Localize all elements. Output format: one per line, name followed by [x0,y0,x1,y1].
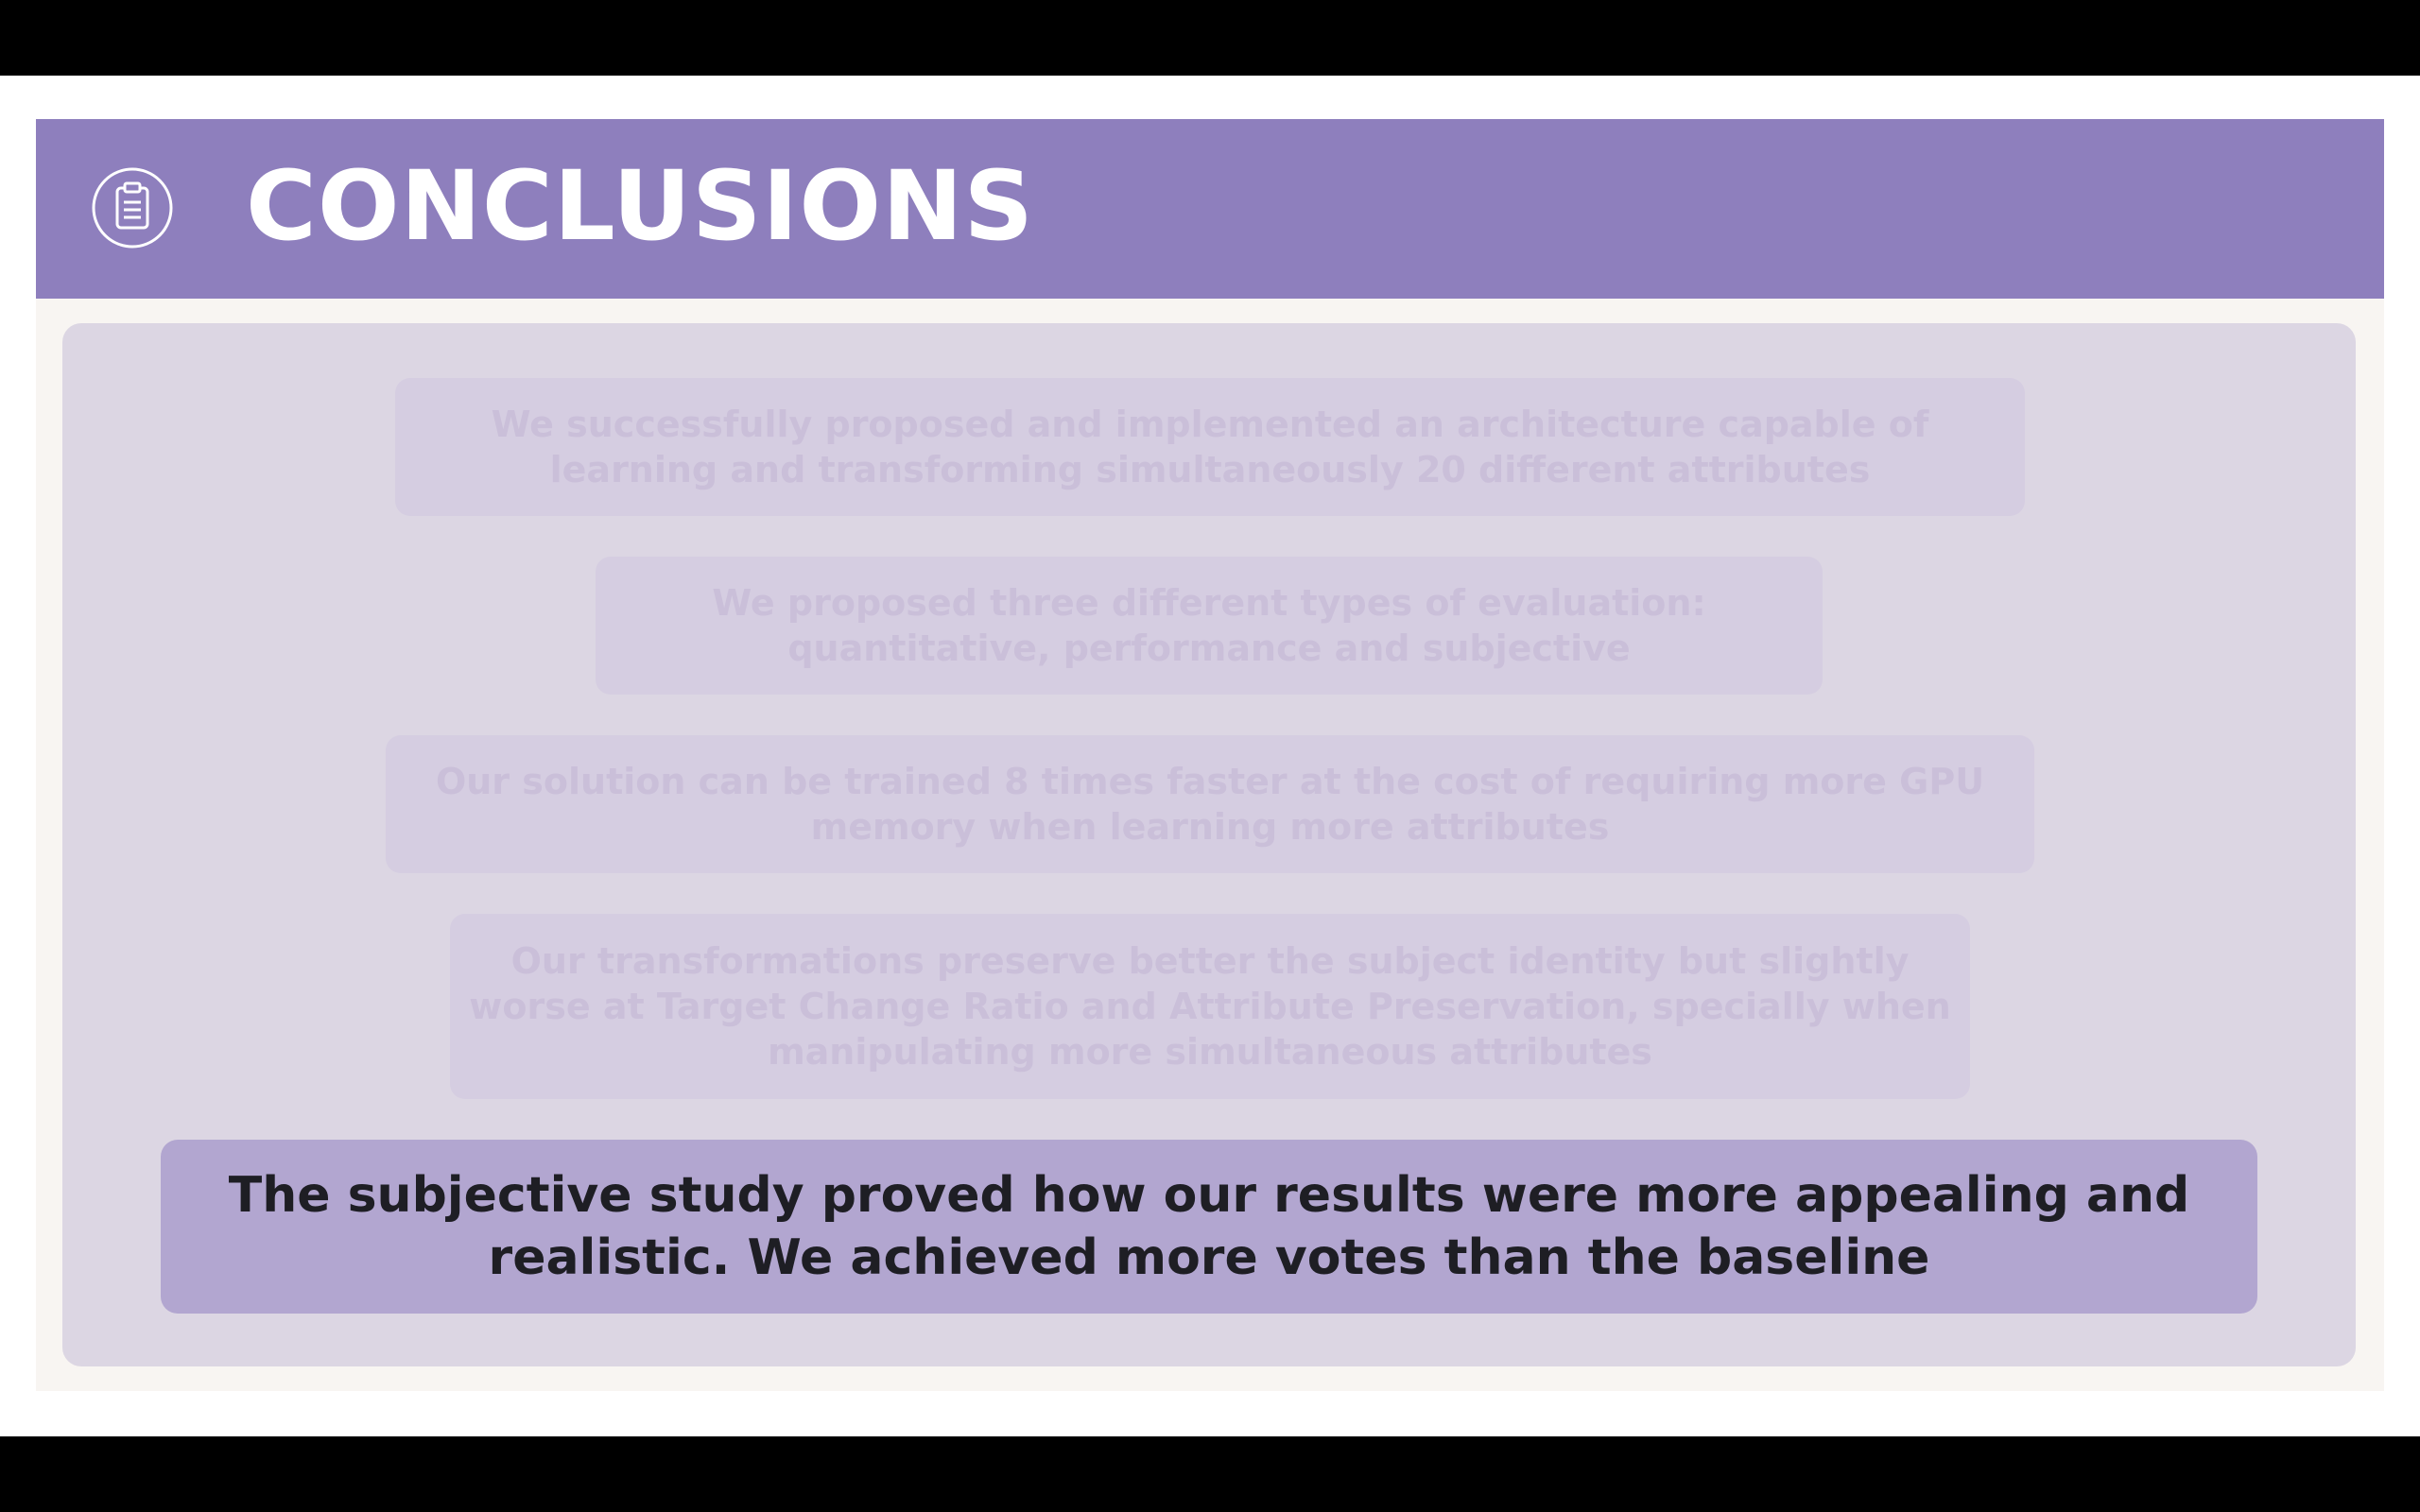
letterbox-top [0,0,2420,76]
highlighted-conclusion: The subjective study proved how our resu… [161,1140,2257,1314]
conclusion-point-4: Our transformations preserve better the … [450,914,1970,1099]
slide-title: CONCLUSIONS [246,150,1034,263]
presentation-slide: CONCLUSIONS We successfully proposed and… [0,76,2420,1436]
conclusion-point-2: We proposed three different types of eva… [596,557,1823,695]
slide-body: CONCLUSIONS We successfully proposed and… [36,119,2384,1391]
clipboard-icon [91,166,174,249]
conclusion-point-1: We successfully proposed and implemented… [395,378,2025,516]
content-panel: We successfully proposed and implemented… [62,323,2356,1366]
conclusion-point-3: Our solution can be trained 8 times fast… [386,735,2034,873]
header-bar: CONCLUSIONS [36,119,2384,299]
letterbox-bottom [0,1436,2420,1512]
